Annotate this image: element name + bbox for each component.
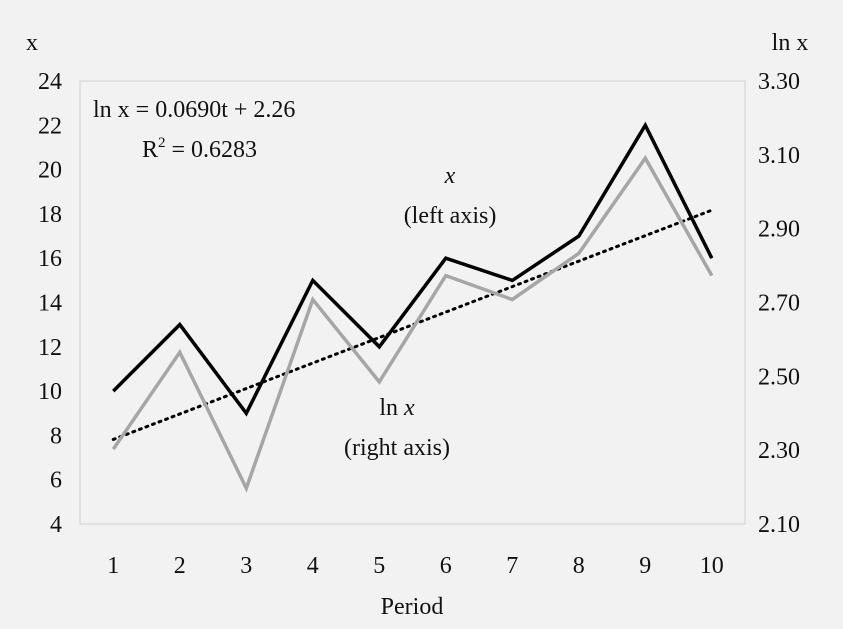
- right-tick-label: 3.30: [758, 69, 800, 95]
- x-series-name: x: [444, 163, 456, 189]
- right-tick-label: 2.10: [758, 512, 800, 538]
- left-axis-ticks: 4 6 8 10 12 14 16 18 20 22 24: [38, 69, 62, 538]
- left-tick-label: 14: [38, 291, 62, 317]
- right-axis-title: ln x: [772, 30, 809, 56]
- x-tick-label: 1: [107, 553, 119, 579]
- x-series-axis-note: (left axis): [404, 203, 497, 229]
- x-tick-label: 5: [373, 553, 385, 579]
- lnx-series-var: x: [403, 395, 415, 421]
- trendline-group: [111, 208, 714, 441]
- right-axis-ticks: 2.10 2.30 2.50 2.70 2.90 3.10 3.30: [758, 69, 800, 538]
- series-line-x: [112, 121, 714, 417]
- x-axis-title: Period: [381, 594, 444, 620]
- trendline-equation: ln x = 0.0690t + 2.26: [93, 97, 295, 123]
- lnx-series-prefix: ln: [379, 395, 404, 421]
- right-tick-label: 2.30: [758, 438, 800, 464]
- right-tick-label: 2.70: [758, 291, 800, 317]
- right-tick-label: 2.50: [758, 364, 800, 390]
- r-squared-label: R2 = 0.6283: [142, 135, 257, 163]
- x-tick-label: 6: [440, 553, 452, 579]
- left-tick-label: 12: [38, 335, 62, 361]
- plot-area: [79, 80, 746, 525]
- r-squared-superscript: 2: [158, 135, 166, 151]
- left-tick-label: 24: [38, 69, 62, 95]
- series-lines: [111, 121, 714, 493]
- right-tick-label: 2.90: [758, 217, 800, 243]
- r-squared-prefix: R: [142, 137, 158, 163]
- left-tick-label: 4: [50, 512, 62, 538]
- x-tick-label: 7: [506, 553, 518, 579]
- left-tick-label: 20: [38, 158, 62, 184]
- left-tick-label: 16: [38, 246, 62, 272]
- x-tick-label: 4: [307, 553, 319, 579]
- x-axis-ticks: 1 2 3 4 5 6 7 8 9 10: [107, 553, 724, 579]
- r-squared-value: = 0.6283: [166, 137, 258, 163]
- x-tick-label: 9: [639, 553, 651, 579]
- lnx-series-name: ln x: [379, 395, 415, 421]
- left-tick-label: 6: [50, 468, 62, 494]
- right-tick-label: 3.10: [758, 143, 800, 169]
- x-tick-label: 2: [174, 553, 186, 579]
- left-axis-title: x: [26, 30, 38, 56]
- left-tick-label: 22: [38, 113, 62, 139]
- x-tick-label: 8: [573, 553, 585, 579]
- x-tick-label: 3: [240, 553, 252, 579]
- x-tick-label: 10: [700, 553, 724, 579]
- left-tick-label: 10: [38, 379, 62, 405]
- trendline: [111, 208, 714, 441]
- left-tick-label: 18: [38, 202, 62, 228]
- series-line-lnx: [111, 154, 714, 493]
- lnx-series-axis-note: (right axis): [344, 435, 450, 461]
- left-tick-label: 8: [50, 423, 62, 449]
